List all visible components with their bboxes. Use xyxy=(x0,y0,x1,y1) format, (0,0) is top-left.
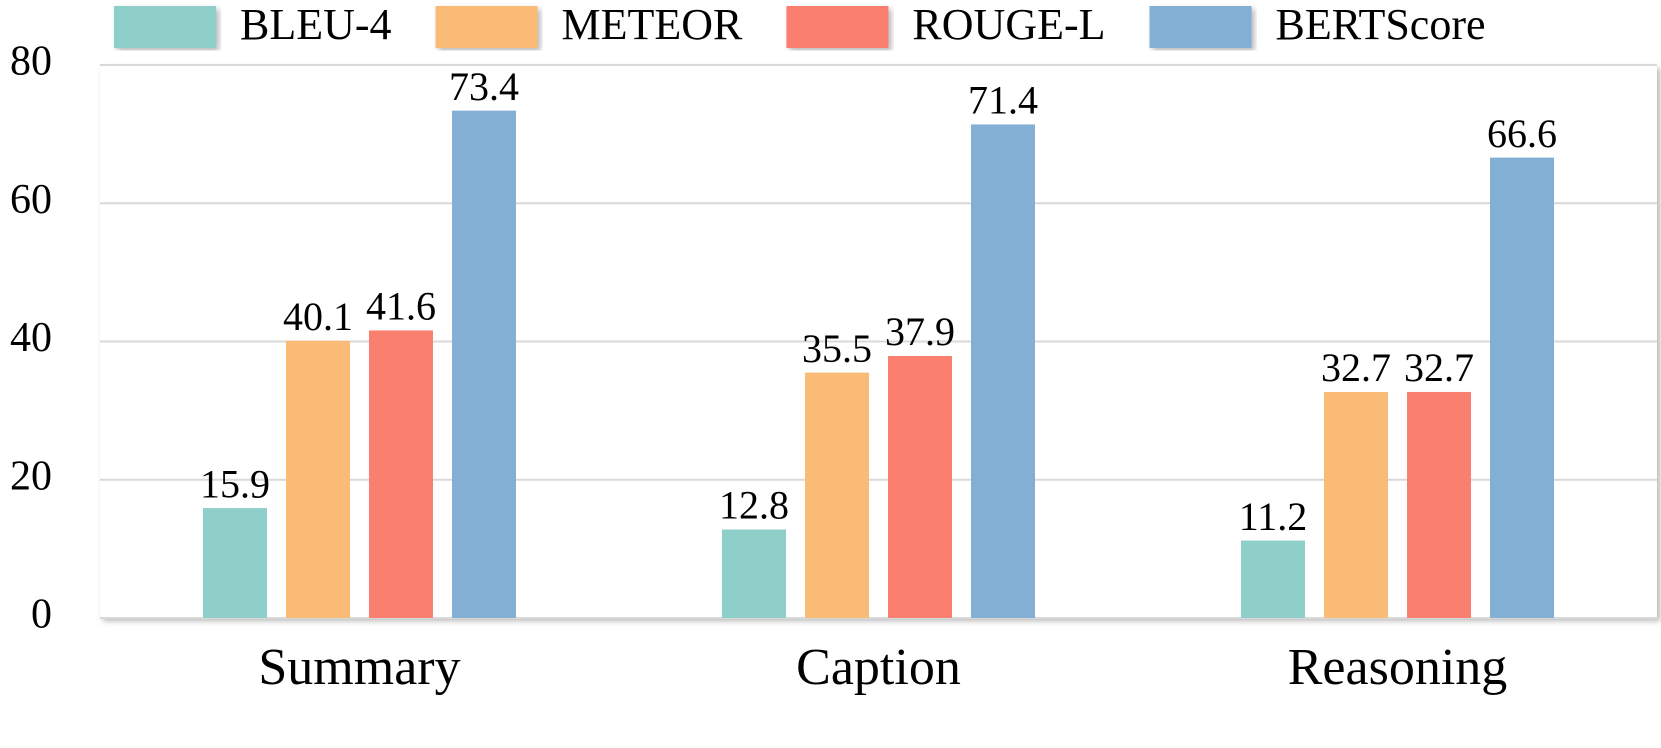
value-label: 41.6 xyxy=(366,284,436,329)
legend-swatch xyxy=(1149,6,1252,48)
bar xyxy=(452,110,516,618)
value-label: 73.4 xyxy=(449,64,519,109)
value-label: 40.1 xyxy=(283,294,353,339)
y-tick-label: 40 xyxy=(10,315,52,361)
bar xyxy=(1241,540,1305,618)
y-tick-label: 20 xyxy=(10,453,52,499)
bar xyxy=(286,340,350,618)
value-label: 12.8 xyxy=(719,483,789,528)
bar xyxy=(1490,157,1554,618)
legend-swatch xyxy=(114,6,216,48)
y-tick-label: 80 xyxy=(10,39,52,85)
bar xyxy=(888,356,952,618)
value-label: 32.7 xyxy=(1404,345,1474,390)
value-label: 15.9 xyxy=(200,461,270,506)
legend-swatch xyxy=(435,6,538,48)
value-label: 32.7 xyxy=(1321,345,1391,390)
legend-swatch xyxy=(786,6,889,48)
y-tick-label: 0 xyxy=(31,592,52,638)
y-tick-label: 60 xyxy=(10,177,52,223)
x-tick-label: Summary xyxy=(258,639,460,696)
bar xyxy=(1407,391,1471,618)
value-label: 37.9 xyxy=(885,309,955,354)
bar xyxy=(722,529,786,618)
value-label: 71.4 xyxy=(968,78,1038,123)
x-tick-label: Reasoning xyxy=(1288,639,1508,696)
bar xyxy=(1324,391,1388,618)
value-label: 35.5 xyxy=(802,326,872,371)
legend-label: METEOR xyxy=(562,0,744,49)
legend-label: BERTScore xyxy=(1276,0,1486,49)
x-tick-label: Caption xyxy=(796,639,961,696)
value-label: 66.6 xyxy=(1487,111,1557,156)
legend-label: ROUGE-L xyxy=(912,0,1105,49)
bar xyxy=(369,330,433,618)
bar xyxy=(971,124,1035,618)
legend-label: BLEU-4 xyxy=(240,0,392,49)
value-label: 11.2 xyxy=(1239,494,1308,539)
bar xyxy=(203,508,267,618)
bar xyxy=(805,372,869,618)
